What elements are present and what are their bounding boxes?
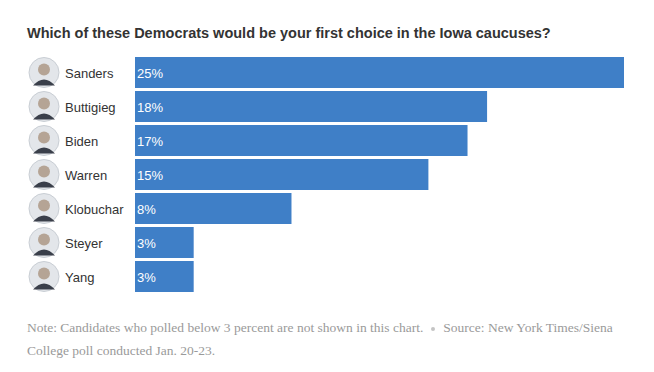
data-label: 3%: [137, 236, 156, 251]
bar: [135, 227, 194, 258]
data-label: 15%: [137, 168, 163, 183]
footnote: Note: Candidates who polled below 3 perc…: [27, 316, 627, 362]
category-label: Yang: [65, 270, 94, 285]
data-label: 18%: [137, 100, 163, 115]
avatar-body: [33, 284, 55, 290]
avatar-head: [38, 132, 50, 144]
chart: Which of these Democrats would be your f…: [0, 0, 654, 310]
separator: [431, 327, 435, 331]
avatar: [29, 262, 59, 292]
data-label: 3%: [137, 270, 156, 285]
category-label: Klobuchar: [65, 202, 124, 217]
bar: [135, 261, 194, 292]
bars: [135, 57, 624, 292]
avatar-body: [33, 148, 55, 154]
avatar-body: [33, 216, 55, 222]
note: Note: Candidates who polled below 3 perc…: [27, 320, 423, 335]
avatar-head: [38, 98, 50, 110]
avatar-head: [38, 268, 50, 280]
data-label: 25%: [137, 66, 163, 81]
category-label: Warren: [65, 168, 107, 183]
avatar: [29, 228, 59, 258]
avatar-body: [33, 250, 55, 256]
bar: [135, 125, 468, 156]
category-label: Sanders: [65, 66, 114, 81]
category-label: Buttigieg: [65, 100, 116, 115]
avatar-head: [38, 64, 50, 76]
avatar: [29, 194, 59, 224]
bar: [135, 91, 487, 122]
avatar-head: [38, 234, 50, 246]
avatar: [29, 58, 59, 88]
category-label: Biden: [65, 134, 98, 149]
category-label: Steyer: [65, 236, 103, 251]
avatar: [29, 126, 59, 156]
data-label: 8%: [137, 202, 156, 217]
avatar: [29, 160, 59, 190]
avatar-body: [33, 114, 55, 120]
avatar: [29, 92, 59, 122]
bar: [135, 57, 624, 88]
avatar-body: [33, 80, 55, 86]
data-label: 17%: [137, 134, 163, 149]
labels: Sanders 25% Buttigieg 18% Biden 17% Warren 15% K…: [65, 66, 163, 285]
title: Which of these Democrats would be your f…: [27, 25, 551, 41]
avatar-head: [38, 200, 50, 212]
avatar-head: [38, 166, 50, 178]
avatar-body: [33, 182, 55, 188]
bar: [135, 193, 291, 224]
bar: [135, 159, 428, 190]
